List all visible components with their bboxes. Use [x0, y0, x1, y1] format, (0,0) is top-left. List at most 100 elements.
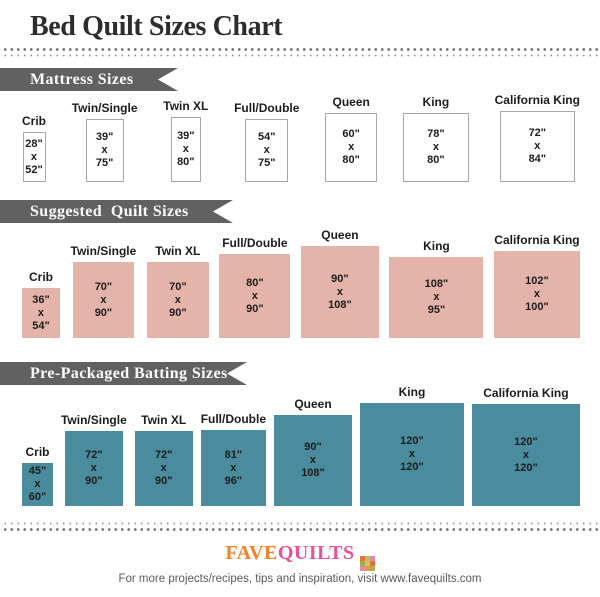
size-item-mattress-crib: Crib 28" x 52"	[22, 114, 46, 182]
banner-label: Pre-Packaged Batting Sizes	[30, 364, 228, 382]
size-dimensions: 80" x 90"	[246, 276, 264, 315]
size-item-mattress-california-king: California King 72" x 84"	[495, 93, 580, 182]
banner-mattress-sizes: Mattress Sizes	[0, 68, 178, 91]
size-box: 120" x 120"	[359, 403, 464, 506]
section-prepackaged-batting-sizes: Pre-Packaged Batting Sizes Crib 45" x 60" Tw…	[0, 362, 600, 506]
dot-row-large	[0, 526, 600, 533]
logo-text-fave: FAVE	[225, 542, 278, 564]
size-label: King	[422, 95, 450, 109]
size-dimensions: 45" x 60"	[28, 465, 47, 503]
size-dimensions: 72" x 90"	[154, 449, 173, 487]
section-mattress-sizes: Mattress Sizes Crib 28" x 52" Twin/Single 39"…	[0, 68, 600, 182]
logo-text-quilts: QUILTS	[277, 542, 355, 564]
size-label: Queen	[321, 228, 359, 242]
size-dimensions: 90" x 108"	[301, 441, 325, 479]
dot-row-large	[0, 46, 600, 53]
size-item-mattress-king: King 78" x 80"	[402, 95, 469, 182]
batting-size-row: Crib 45" x 60" Twin/Single 72" x 90" Twin XL 72" x…	[0, 385, 600, 506]
size-dimensions: 54" x 75"	[258, 131, 276, 169]
size-item-quilt-crib: Crib 36" x 54"	[22, 270, 60, 338]
size-item-mattress-full-double: Full/Double 54" x 75"	[234, 101, 299, 182]
size-dimensions: 72" x 84"	[528, 127, 547, 165]
size-dimensions: 78" x 80"	[427, 128, 445, 166]
size-item-mattress-queen: Queen 60" x 80"	[325, 95, 378, 182]
quilt-block-icon	[359, 556, 375, 571]
size-box: 120" x 120"	[471, 404, 580, 506]
quilt-patch	[364, 561, 370, 566]
size-box: 45" x 60"	[22, 463, 53, 506]
size-box: 28" x 52"	[22, 132, 46, 182]
size-box: 54" x 75"	[245, 119, 289, 182]
banner-prepackaged-batting-sizes: Pre-Packaged Batting Sizes	[0, 362, 247, 385]
size-label: Twin XL	[155, 244, 201, 258]
size-box: 72" x 90"	[134, 431, 193, 506]
dot-row-small	[0, 521, 600, 526]
size-box: 78" x 80"	[402, 113, 469, 182]
size-box: 108" x 95"	[389, 257, 484, 338]
banner-suggested-quilt-sizes: Suggested Quilt Sizes	[0, 200, 233, 223]
quilt-patch	[369, 561, 375, 566]
size-box: 102" x 100"	[493, 251, 580, 338]
size-label: California King	[494, 93, 580, 107]
size-box: 81" x 96"	[200, 430, 266, 506]
size-item-batting-twin-single: Twin/Single 72" x 90"	[61, 413, 127, 506]
size-item-batting-full-double: Full/Double 81" x 96"	[201, 412, 266, 506]
footer-tagline: For more projects/recipes, tips and insp…	[118, 573, 482, 585]
size-dimensions: 108" x 95"	[424, 278, 449, 316]
quilt-patch	[369, 556, 375, 561]
size-label: Queen	[294, 397, 332, 411]
size-item-batting-crib: Crib 45" x 60"	[22, 445, 53, 506]
size-dimensions: 120" x 120"	[400, 435, 424, 473]
size-label: Queen	[332, 95, 370, 109]
size-box: 72" x 84"	[499, 111, 575, 182]
size-box: 60" x 80"	[325, 113, 378, 182]
mattress-size-row: Crib 28" x 52" Twin/Single 39" x 75" Twin XL 39" x…	[0, 91, 600, 182]
quilt-patch	[364, 566, 370, 571]
banner-label: Mattress Sizes	[30, 70, 134, 88]
size-label: Twin XL	[163, 99, 209, 113]
favequilts-logo: FAVEQUILTS	[0, 542, 600, 571]
size-label: Crib	[29, 270, 53, 284]
size-item-batting-california-king: California King 120" x 120"	[471, 386, 580, 506]
quilt-patch	[369, 566, 375, 571]
size-item-batting-queen: Queen 90" x 108"	[273, 397, 352, 506]
size-dimensions: 39" x 75"	[95, 131, 114, 169]
size-label: California King	[494, 233, 580, 247]
quilt-patch	[359, 566, 365, 571]
size-item-batting-twin-xl: Twin XL 72" x 90"	[134, 413, 193, 506]
size-label: Twin/Single	[71, 101, 138, 115]
size-label: Full/Double	[200, 412, 267, 426]
size-label: Twin XL	[141, 413, 187, 427]
page-title: Bed Quilt Sizes Chart	[30, 11, 283, 42]
size-dimensions: 120" x 120"	[514, 435, 538, 474]
size-dimensions: 39" x 80"	[177, 130, 195, 168]
size-dimensions: 72" x 90"	[85, 449, 103, 487]
size-item-quilt-twin-single: Twin/Single 70" x 90"	[71, 244, 136, 338]
size-item-quilt-full-double: Full/Double 80" x 90"	[219, 236, 291, 338]
size-label: California King	[483, 386, 569, 400]
footer: FAVEQUILTS For more projects/recipes, ti…	[0, 521, 600, 587]
dotted-divider-top	[0, 46, 600, 58]
size-label: Full/Double	[234, 101, 300, 115]
size-dimensions: 90" x 108"	[328, 272, 352, 311]
banner-label: Suggested Quilt Sizes	[30, 202, 189, 220]
size-dimensions: 60" x 80"	[342, 128, 360, 166]
size-item-quilt-queen: Queen 90" x 108"	[300, 228, 379, 338]
quilt-patch	[359, 556, 365, 561]
size-label: Full/Double	[222, 236, 288, 250]
size-item-mattress-twin-xl: Twin XL 39" x 80"	[163, 99, 208, 182]
dotted-divider-bottom	[0, 521, 600, 533]
dot-row-small	[0, 53, 600, 58]
size-item-quilt-king: King 108" x 95"	[389, 239, 484, 338]
size-box: 80" x 90"	[219, 254, 291, 338]
size-box: 90" x 108"	[300, 246, 379, 338]
size-label: King	[398, 385, 426, 399]
size-dimensions: 28" x 52"	[25, 137, 43, 176]
size-box: 72" x 90"	[64, 431, 123, 506]
size-label: Crib	[25, 445, 50, 459]
quilt-size-row: Crib 36" x 54" Twin/Single 70" x 90" Twin XL 70" x…	[0, 223, 600, 338]
section-suggested-quilt-sizes: Suggested Quilt Sizes Crib 36" x 54" Twin/Si…	[0, 200, 600, 338]
size-dimensions: 36" x 54"	[32, 293, 50, 332]
size-box: 39" x 75"	[85, 119, 124, 182]
